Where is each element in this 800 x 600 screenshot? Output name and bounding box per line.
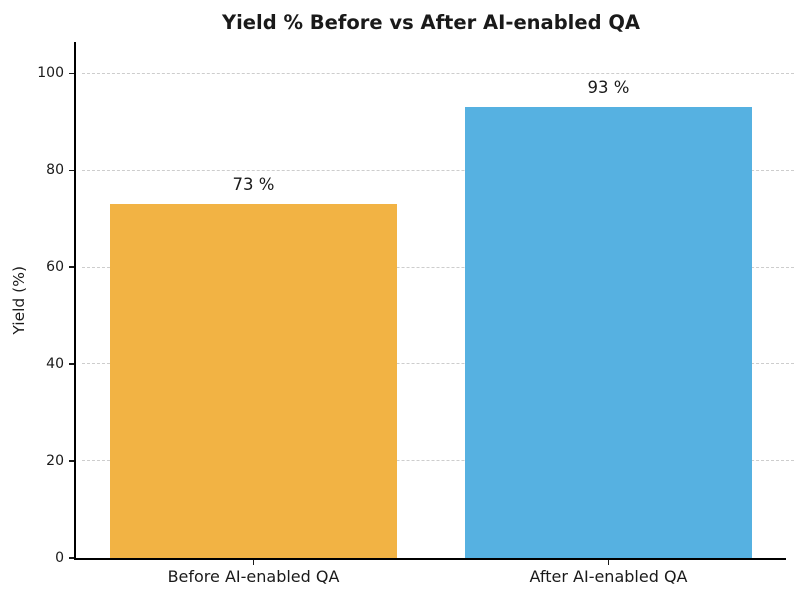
bar-value-label: 73 % bbox=[232, 175, 275, 195]
y-tick-mark bbox=[69, 72, 75, 75]
gridline-40 bbox=[82, 363, 794, 365]
y-tick-label: 20 bbox=[46, 452, 64, 469]
bar-after-ai-enabled-qa bbox=[464, 107, 753, 558]
y-axis-spine bbox=[74, 42, 76, 560]
bar-before-ai-enabled-qa bbox=[109, 204, 398, 558]
chart-title: Yield % Before vs After AI-enabled QA bbox=[221, 11, 640, 34]
y-tick-label: 40 bbox=[46, 355, 64, 372]
x-tick-label-after-ai-enabled-qa: After AI-enabled QA bbox=[529, 567, 688, 586]
x-tick-mark bbox=[252, 560, 255, 565]
gridline-60 bbox=[82, 266, 794, 268]
gridline-20 bbox=[82, 460, 794, 462]
y-tick-label: 80 bbox=[46, 161, 64, 178]
gridline-100 bbox=[82, 72, 794, 74]
y-tick-mark bbox=[69, 557, 75, 559]
bar-value-label: 93 % bbox=[587, 78, 630, 98]
y-tick-mark bbox=[69, 266, 75, 269]
x-tick-mark bbox=[607, 560, 610, 565]
y-tick-mark bbox=[69, 460, 75, 462]
x-tick-label-before-ai-enabled-qa: Before AI-enabled QA bbox=[167, 567, 340, 586]
y-tick-label: 60 bbox=[46, 258, 64, 275]
gridline-80 bbox=[82, 169, 794, 171]
y-tick-label: 0 bbox=[55, 549, 64, 566]
y-tick-mark bbox=[69, 363, 75, 365]
x-axis-spine bbox=[74, 558, 786, 560]
y-tick-label: 100 bbox=[37, 64, 64, 81]
y-tick-mark bbox=[69, 169, 75, 172]
